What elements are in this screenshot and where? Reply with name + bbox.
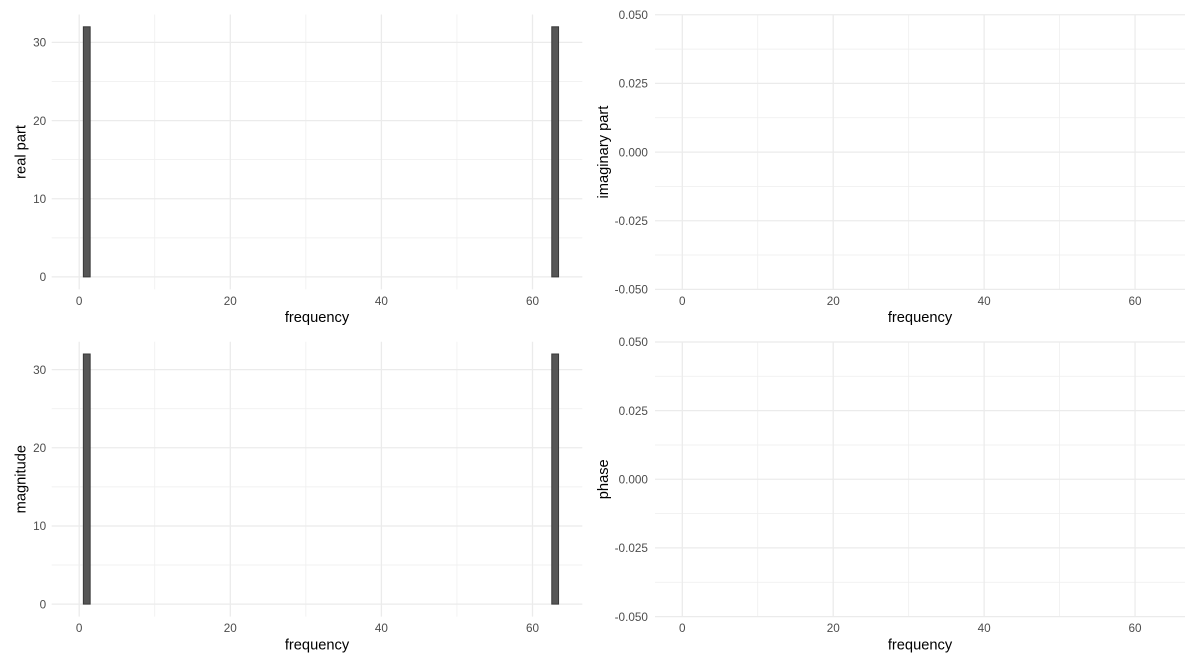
- svg-text:imaginary part: imaginary part: [596, 106, 612, 199]
- svg-text:30: 30: [33, 37, 47, 50]
- svg-text:0.025: 0.025: [619, 78, 649, 91]
- svg-text:0: 0: [679, 295, 686, 308]
- svg-text:40: 40: [375, 295, 389, 308]
- svg-text:0.000: 0.000: [619, 473, 649, 486]
- svg-text:10: 10: [33, 193, 47, 206]
- svg-text:-0.025: -0.025: [615, 215, 649, 228]
- svg-text:0: 0: [40, 598, 47, 611]
- svg-text:20: 20: [827, 295, 841, 308]
- svg-text:30: 30: [33, 364, 47, 377]
- svg-text:real part: real part: [14, 125, 30, 179]
- svg-text:40: 40: [375, 622, 389, 635]
- svg-text:40: 40: [978, 295, 992, 308]
- svg-text:10: 10: [33, 520, 47, 533]
- svg-text:frequency: frequency: [888, 637, 953, 653]
- svg-text:magnitude: magnitude: [14, 445, 30, 513]
- svg-text:20: 20: [33, 442, 47, 455]
- svg-text:20: 20: [827, 622, 841, 635]
- svg-text:0.050: 0.050: [619, 9, 649, 22]
- svg-text:-0.050: -0.050: [615, 611, 649, 624]
- svg-text:60: 60: [1129, 295, 1143, 308]
- svg-text:phase: phase: [596, 459, 612, 499]
- svg-text:40: 40: [978, 622, 992, 635]
- svg-text:20: 20: [224, 295, 238, 308]
- svg-text:-0.050: -0.050: [615, 284, 649, 297]
- svg-text:0: 0: [76, 622, 83, 635]
- svg-text:0.000: 0.000: [619, 146, 649, 159]
- svg-text:20: 20: [224, 622, 238, 635]
- svg-text:20: 20: [33, 115, 47, 128]
- svg-text:0.025: 0.025: [619, 405, 649, 418]
- svg-text:60: 60: [1129, 622, 1143, 635]
- svg-text:-0.025: -0.025: [615, 542, 649, 555]
- svg-text:0: 0: [679, 622, 686, 635]
- svg-text:frequency: frequency: [285, 310, 350, 326]
- svg-text:frequency: frequency: [888, 310, 953, 326]
- svg-text:60: 60: [526, 622, 540, 635]
- svg-text:0: 0: [40, 271, 47, 284]
- svg-text:frequency: frequency: [285, 637, 350, 653]
- svg-text:0.050: 0.050: [619, 336, 649, 349]
- svg-text:0: 0: [76, 295, 83, 308]
- svg-text:60: 60: [526, 295, 540, 308]
